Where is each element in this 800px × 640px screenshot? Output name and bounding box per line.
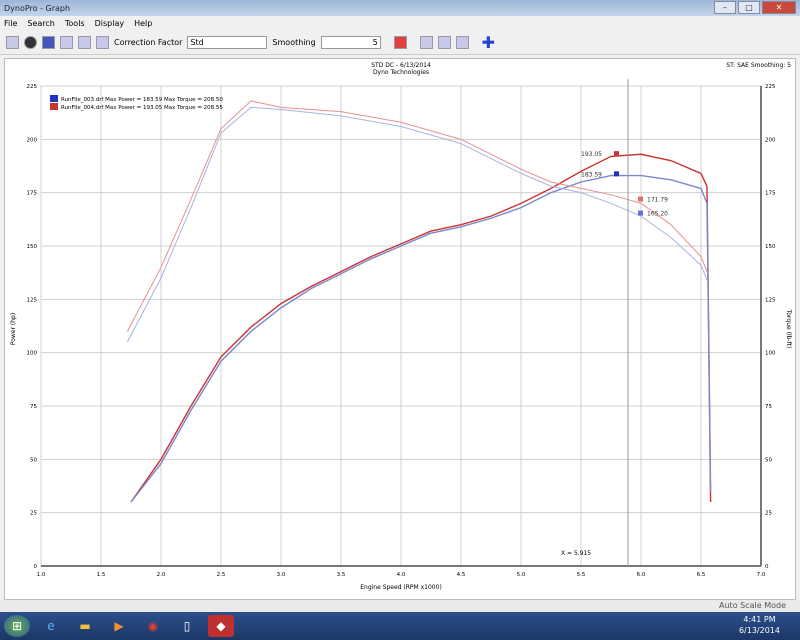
y2-tick-label: 200 (765, 137, 776, 143)
graph-tool-icon[interactable] (96, 36, 109, 49)
x-axis-label: Engine Speed (RPM x1000) (360, 584, 442, 591)
menu-display[interactable]: Display (94, 18, 125, 28)
y2-tick-label: 0 (765, 564, 769, 570)
window-title: DynoPro - Graph (4, 3, 71, 13)
minimize-button[interactable]: – (714, 1, 736, 14)
dynopro-taskbar-icon[interactable]: ◆ (208, 615, 234, 637)
y2-tick-label: 125 (765, 297, 776, 303)
legend-swatch-red (50, 103, 58, 110)
power-curve-0 (130, 153, 712, 503)
x-tick-label: 4.0 (397, 572, 406, 578)
menu-file[interactable]: File (4, 18, 18, 28)
y-tick-label: 175 (27, 191, 38, 197)
crosshair-icon[interactable]: ✚ (481, 33, 496, 52)
x-tick-label: 2.5 (217, 572, 226, 578)
smoothing-stepper[interactable]: 5 (320, 36, 381, 49)
y-tick-label: 200 (27, 137, 38, 143)
x-tick-label: 1.5 (97, 572, 106, 578)
export-icon[interactable] (455, 36, 469, 49)
clock-date: 6/13/2014 (738, 626, 780, 635)
graph-panel: STD DC - 6/13/2014 Dyno Technologies ST:… (4, 58, 796, 600)
x-tick-label: 4.5 (457, 572, 466, 578)
title-bar: DynoPro - Graph – □ ✕ (0, 0, 800, 16)
power-curve-1 (130, 174, 712, 503)
graph-settings-readout: ST: SAE Smoothing: 5 (726, 62, 791, 69)
y2-axis-label: Torque (lb-ft) (785, 309, 792, 349)
y-tick-label: 150 (27, 244, 38, 250)
x-tick-label: 3.0 (277, 572, 286, 578)
y-tick-label: 100 (27, 351, 38, 357)
y2-tick-label: 75 (765, 404, 772, 410)
y-tick-label: 75 (30, 404, 37, 410)
status-bar: Auto Scale Mode (0, 600, 800, 612)
x-tick-label: 5.0 (517, 572, 526, 578)
y2-tick-label: 25 (765, 511, 772, 517)
peak-label: 165.20 (647, 211, 668, 218)
menu-tools[interactable]: Tools (64, 18, 85, 28)
maximize-button[interactable]: □ (738, 1, 760, 14)
peak-label: 183.59 (581, 171, 602, 178)
media-player-icon[interactable]: ▶ (114, 619, 124, 633)
toolbar: Correction Factor Std Smoothing 5 ✚ (0, 31, 800, 55)
menu-bar: File Search Tools Display Help (0, 16, 800, 30)
y2-tick-label: 50 (765, 457, 772, 463)
internet-explorer-icon[interactable]: e (47, 619, 55, 633)
torque-curve-2 (126, 100, 708, 332)
chrome-icon[interactable]: ◉ (147, 619, 159, 633)
correction-factor-select[interactable]: Std (187, 36, 268, 49)
peak-label: 171.79 (647, 197, 668, 204)
y-tick-label: 0 (34, 564, 38, 570)
y-axis-label: Power (hp) (10, 313, 17, 345)
system-clock[interactable]: 4:41 PM 6/13/2014 (739, 614, 780, 636)
peak-label: 193.05 (581, 151, 602, 158)
menu-search[interactable]: Search (27, 18, 55, 28)
graph-header-2: Dyno Technologies (373, 69, 429, 76)
peak-marker (614, 171, 619, 177)
graph-tool-icon[interactable] (42, 36, 55, 49)
delete-icon[interactable] (393, 36, 407, 49)
x-tick-label: 3.5 (337, 572, 346, 578)
torque-curve-3 (126, 106, 708, 343)
taskbar: ⊞ e ▬ ▶ ◉ ▯ ◆ (0, 612, 800, 640)
graph-header-1: STD DC - 6/13/2014 (371, 62, 431, 69)
x-tick-label: 2.0 (157, 572, 166, 578)
peak-marker (614, 151, 619, 157)
graph-tool-icon[interactable] (60, 36, 73, 49)
print-icon[interactable] (437, 36, 451, 49)
color-wheel-icon[interactable] (24, 36, 37, 49)
x-tick-label: 6.5 (697, 572, 706, 578)
menu-help[interactable]: Help (134, 18, 153, 28)
y2-tick-label: 225 (765, 84, 776, 90)
y-tick-label: 25 (30, 511, 37, 517)
y-tick-label: 125 (27, 297, 38, 303)
y2-tick-label: 175 (765, 191, 776, 197)
legend-entry-blue: RunFile_003.drf Max Power = 183.59 Max T… (61, 97, 223, 103)
x-tick-label: 5.5 (577, 572, 586, 578)
correction-factor-label: Correction Factor (114, 38, 183, 47)
clock-time: 4:41 PM (743, 615, 776, 624)
x-tick-label: 1.0 (37, 572, 46, 578)
smoothing-label: Smoothing (272, 38, 316, 47)
open-icon[interactable] (6, 36, 19, 49)
y-tick-label: 225 (27, 84, 38, 90)
cursor-readout: X = 5.915 (561, 550, 591, 557)
legend-swatch-blue (50, 95, 58, 102)
peak-marker (638, 210, 643, 216)
start-button[interactable]: ⊞ (4, 615, 30, 637)
close-button[interactable]: ✕ (762, 1, 796, 14)
peak-marker (638, 196, 643, 202)
legend-entry-red: RunFile_004.drf Max Power = 193.05 Max T… (61, 105, 223, 111)
x-tick-label: 7.0 (757, 572, 766, 578)
zoom-icon[interactable] (419, 36, 433, 49)
y-tick-label: 50 (30, 457, 37, 463)
y2-tick-label: 100 (765, 351, 776, 357)
graph-tool-icon[interactable] (78, 36, 91, 49)
y2-tick-label: 150 (765, 244, 776, 250)
dyno-chart[interactable]: STD DC - 6/13/2014 Dyno Technologies ST:… (5, 59, 797, 601)
x-tick-label: 6.0 (637, 572, 646, 578)
file-explorer-icon[interactable]: ▬ (79, 619, 91, 633)
document-icon[interactable]: ▯ (183, 619, 191, 633)
